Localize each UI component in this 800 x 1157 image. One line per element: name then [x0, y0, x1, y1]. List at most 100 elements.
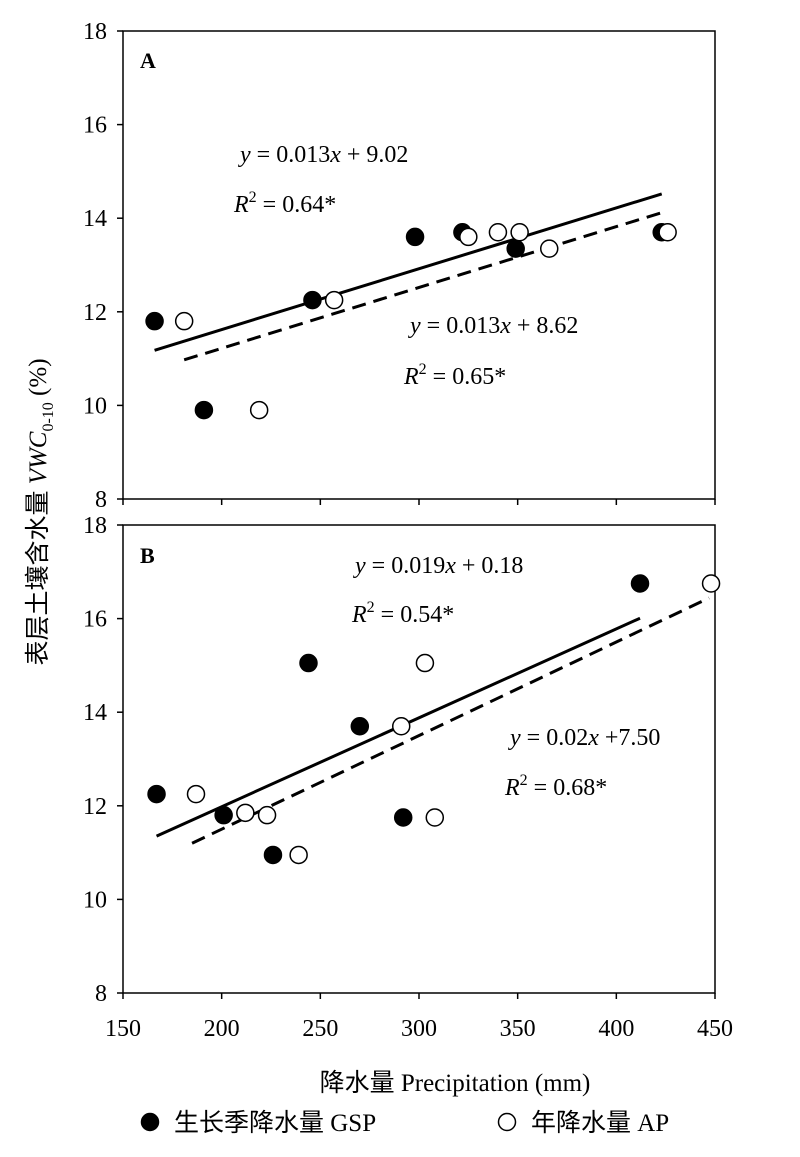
gsp-point-b [393, 808, 413, 827]
eq-var: x [329, 142, 341, 168]
ap-point-a [459, 227, 478, 247]
ap-point-b [236, 803, 255, 823]
legend-ap-label: 年降水量 AP [531, 1109, 669, 1137]
panel-a: A y = 0.013x + 9.02 R2 = 0.64* y = 0.013… [83, 19, 716, 513]
gsp-point-b [630, 574, 650, 593]
eq-var: y [353, 553, 366, 579]
gsp-point-b [214, 805, 233, 825]
y-tick-label-a: 16 [83, 113, 107, 139]
panel-a-frame [122, 30, 716, 500]
y-axis-label-unit: (%) [25, 358, 52, 402]
x-tick-label: 150 [105, 1016, 141, 1042]
panel-b-eq1: y = 0.019x + 0.18 [353, 553, 523, 579]
y-tick-label-a: 12 [83, 300, 107, 326]
panel-b-r2-2: R2 = 0.68* [504, 772, 607, 801]
panel-b-label: B [140, 543, 155, 568]
panel-b-eq2: y = 0.02x +7.50 [508, 725, 660, 751]
y-axis-label-cn: 表层土壤含水量 [24, 484, 52, 665]
eq-var: y [408, 313, 421, 339]
x-tick-label: 200 [204, 1016, 240, 1042]
ap-point-b [425, 808, 445, 827]
legend-ap-marker [497, 1112, 517, 1132]
eq-term: = 0.019 [366, 553, 446, 579]
ap-point-a [174, 311, 194, 331]
legend-gsp-marker [140, 1112, 160, 1132]
ap-point-b [415, 653, 435, 673]
eq-sup: 2 [419, 361, 427, 378]
gsp-point-a [506, 239, 525, 258]
ap-point-a [658, 222, 677, 242]
eq-term: = 0.68* [528, 775, 608, 801]
ap-point-b [391, 716, 411, 736]
x-tick-label: 400 [598, 1016, 634, 1042]
eq-term: = 0.02 [521, 725, 589, 751]
gsp-point-b [263, 845, 283, 865]
y-tick-label-b: 14 [83, 700, 107, 726]
y-tick-label-b: 10 [83, 887, 107, 913]
eq-term: = 0.013 [421, 313, 501, 339]
eq-term: +7.50 [599, 725, 661, 751]
ap-point-a [324, 290, 344, 310]
ap-point-a [510, 222, 529, 242]
eq-var: R [351, 602, 367, 628]
eq-var: R [233, 192, 249, 218]
eq-var: x [587, 725, 599, 751]
y-axis-label: 表层土壤含水量 VWC0-10 (%) [24, 358, 57, 665]
eq-term: + 9.02 [341, 142, 409, 168]
y-axis-label-sub: 0-10 [40, 402, 57, 431]
ap-point-b [257, 805, 277, 825]
panel-b-frame [122, 524, 716, 994]
panel-b-r2-1: R2 = 0.54* [351, 599, 454, 628]
gsp-point-b [147, 784, 166, 804]
y-tick-label-b: 12 [83, 794, 107, 820]
x-axis-label: 降水量 Precipitation (mm) [320, 1069, 591, 1097]
y-tick-label-a: 18 [83, 19, 107, 45]
gsp-point-a [405, 227, 425, 247]
legend-gsp-label: 生长季降水量 GSP [174, 1109, 376, 1137]
gsp-point-b [350, 716, 370, 736]
panel-b: B y = 0.019x + 0.18 R2 = 0.54* y = 0.02x… [83, 513, 721, 1007]
eq-var: y [238, 142, 251, 168]
legend: 生长季降水量 GSP 年降水量 AP [140, 1109, 669, 1137]
eq-var: x [499, 313, 511, 339]
panel-a-label: A [140, 48, 156, 73]
gsp-point-a [194, 400, 214, 420]
eq-term: + 8.62 [511, 313, 579, 339]
panel-a-r2-1: R2 = 0.64* [233, 189, 336, 218]
eq-sup: 2 [249, 189, 257, 206]
fit-line-dashed-a [183, 211, 663, 362]
y-tick-label-a: 10 [83, 393, 107, 419]
gsp-point-a [145, 311, 164, 331]
panel-a-r2-2: R2 = 0.65* [403, 361, 506, 390]
eq-term: = 0.54* [375, 602, 455, 628]
y-tick-label-b: 18 [83, 513, 107, 539]
eq-term: = 0.013 [251, 142, 331, 168]
y-tick-label-a: 14 [83, 206, 107, 232]
eq-var: R [504, 775, 520, 801]
eq-var: y [508, 725, 521, 751]
eq-term: = 0.65* [427, 364, 507, 390]
y-tick-label-a: 8 [95, 487, 107, 513]
gsp-point-a [303, 290, 322, 310]
y-tick-label-b: 16 [83, 607, 107, 633]
fit-line-solid-a [154, 192, 663, 352]
eq-sup: 2 [520, 772, 528, 789]
y-axis-label-vwc: VWC [25, 431, 52, 484]
x-tick-label: 300 [401, 1016, 437, 1042]
ap-point-b [186, 784, 206, 804]
ap-point-b [701, 574, 721, 593]
ap-point-b [289, 845, 308, 865]
panel-a-eq2: y = 0.013x + 8.62 [408, 313, 578, 339]
x-tick-label: 450 [697, 1016, 733, 1042]
eq-term: + 0.18 [456, 553, 524, 579]
x-tick-label: 350 [500, 1016, 536, 1042]
panel-a-eq1: y = 0.013x + 9.02 [238, 142, 408, 168]
ap-point-a [488, 222, 508, 242]
eq-term: = 0.64* [257, 192, 337, 218]
eq-var: x [444, 553, 456, 579]
ap-point-a [249, 400, 269, 420]
eq-var: R [403, 364, 419, 390]
fit-line-dashed-b [191, 596, 710, 845]
ap-point-a [539, 239, 559, 258]
